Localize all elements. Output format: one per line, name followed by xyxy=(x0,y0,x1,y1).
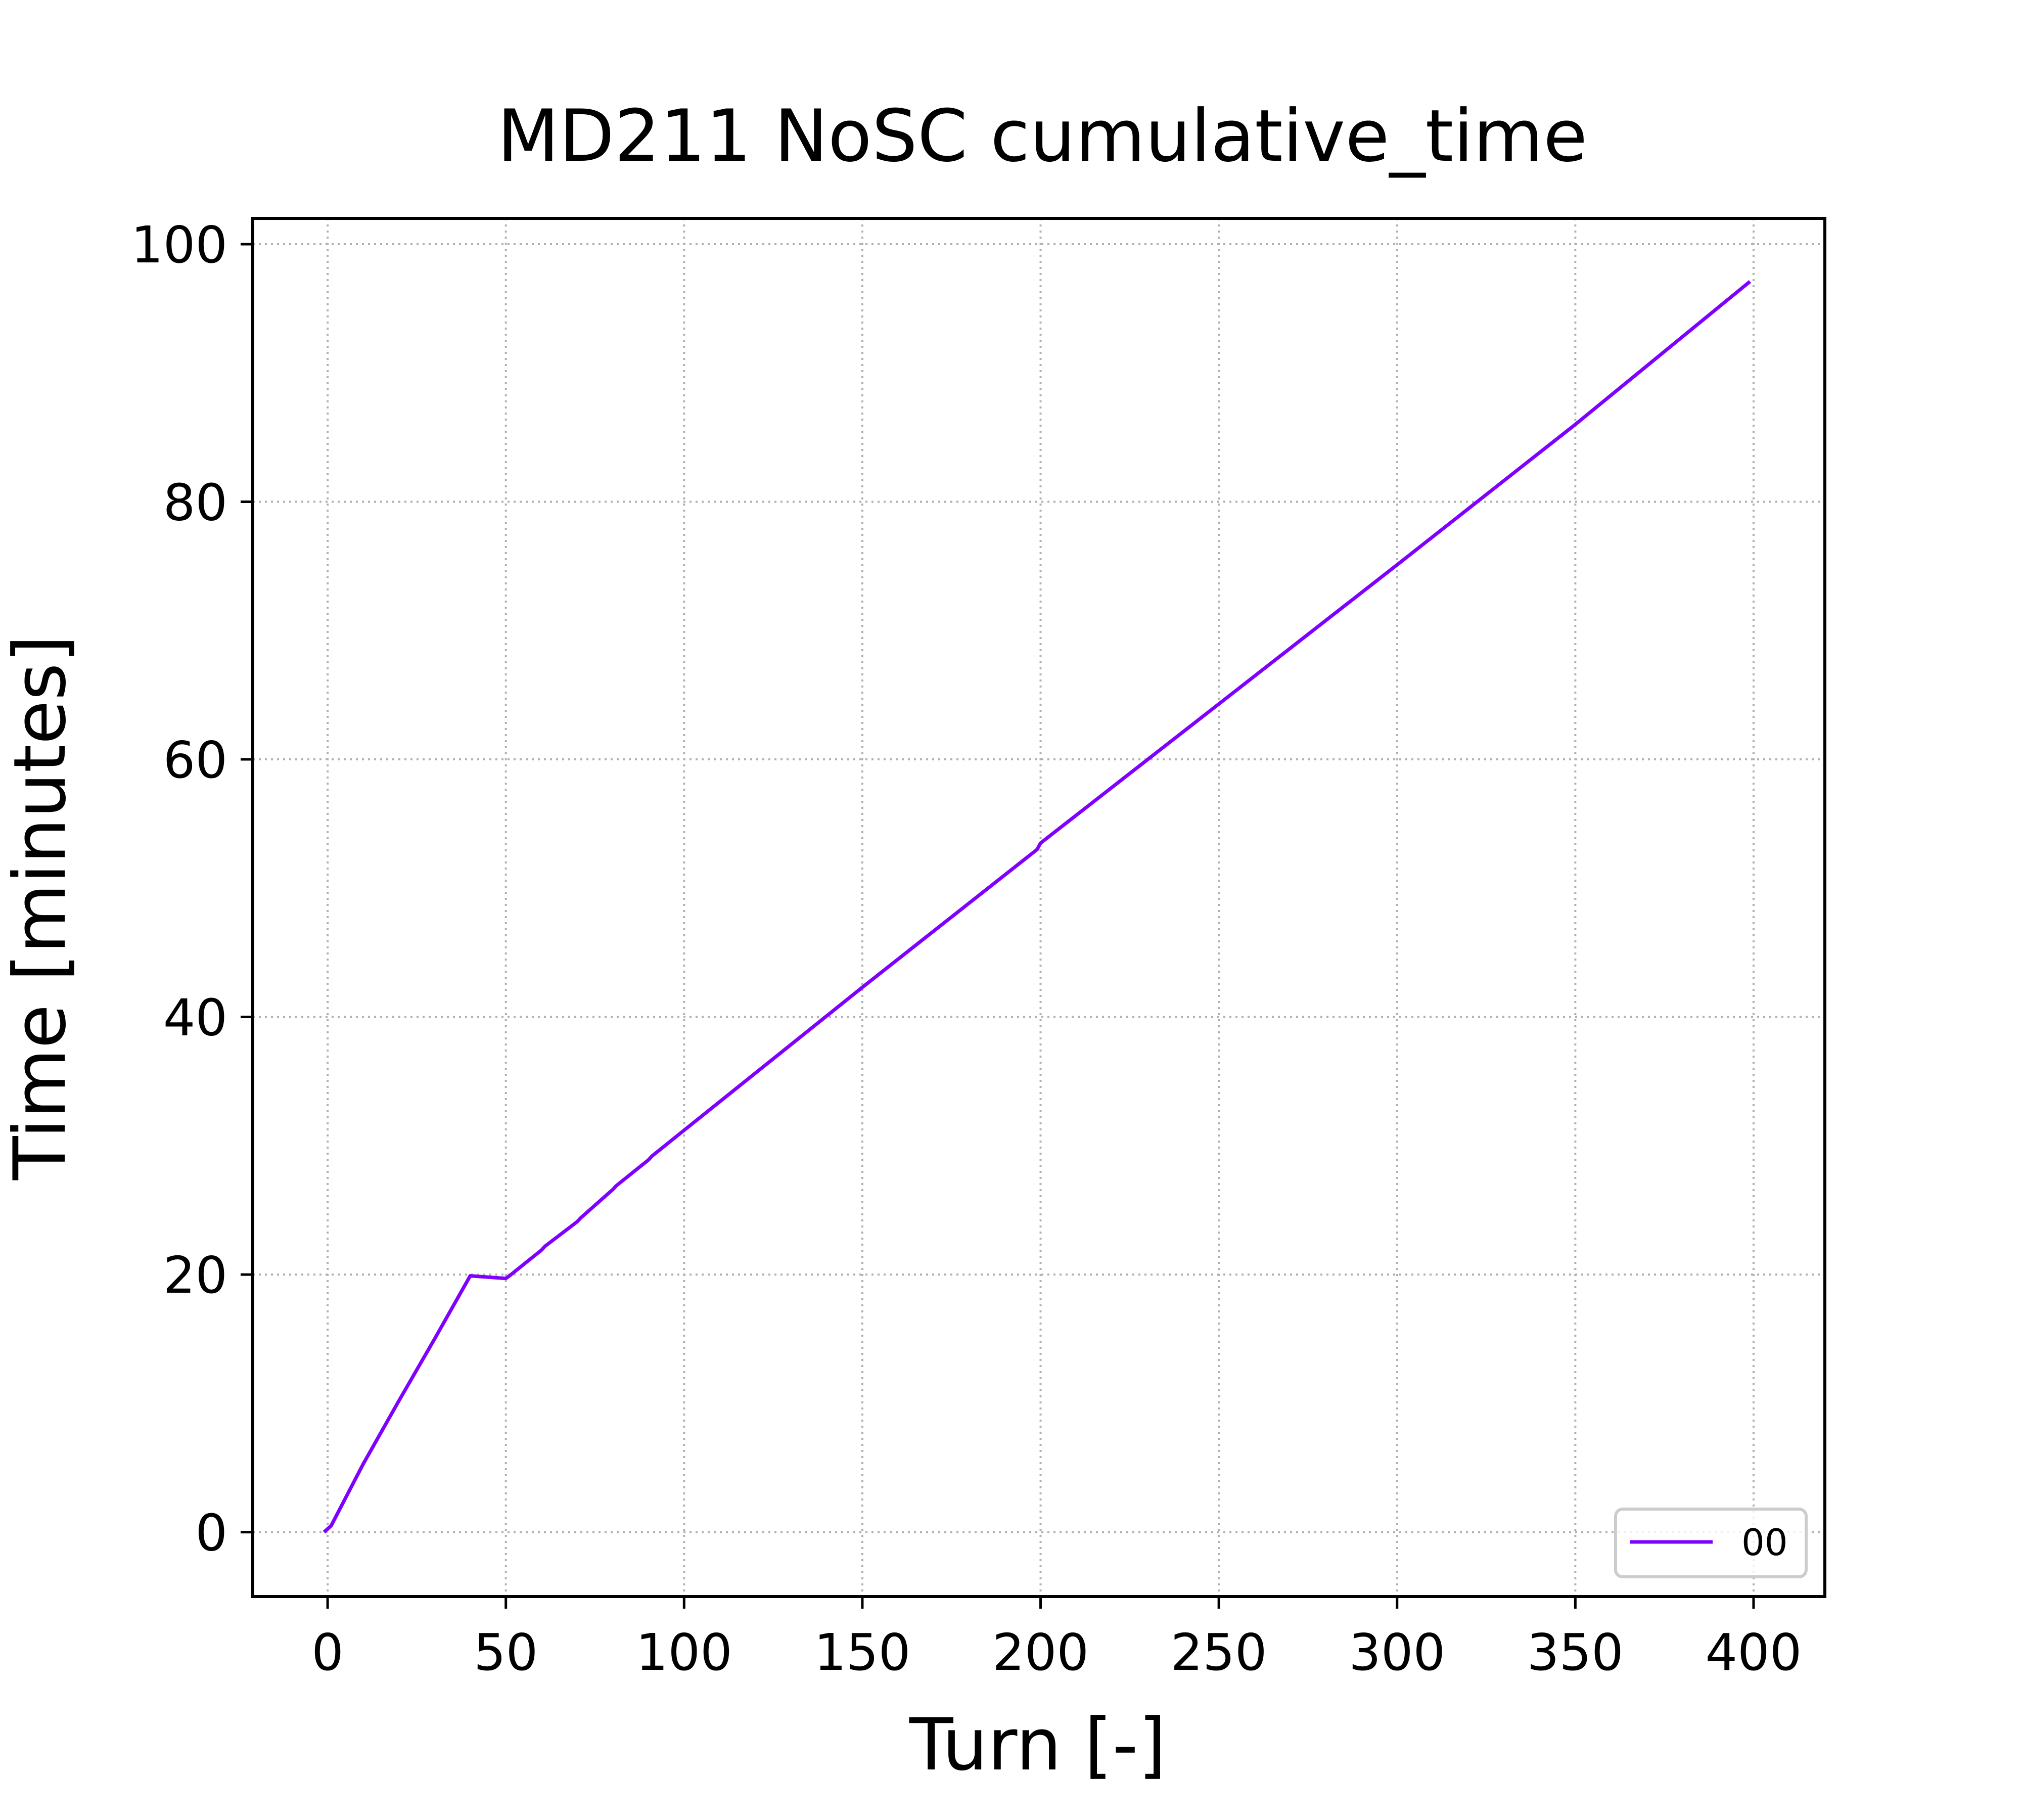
series-layer xyxy=(323,280,1752,1534)
chart-title: MD211 NoSC cumulative_time xyxy=(497,95,1588,178)
axes-frame xyxy=(251,217,1826,1598)
y-tick-label: 20 xyxy=(163,1246,227,1305)
x-tick-label: 200 xyxy=(992,1623,1089,1682)
x-axis-ticks: 0 50 100 150 200 250 300 350 400 xyxy=(311,1597,1802,1682)
grid-lines xyxy=(253,218,1825,1597)
y-tick-label: 0 xyxy=(195,1504,227,1563)
y-tick-label: 100 xyxy=(131,215,227,275)
x-tick-label: 300 xyxy=(1349,1623,1445,1682)
plot-area: 0 50 100 150 200 250 300 350 400 0 20 40 60 80 100 xyxy=(131,215,1826,1682)
x-tick-label: 50 xyxy=(474,1623,538,1682)
x-tick-label: 400 xyxy=(1706,1623,1802,1682)
y-tick-label: 40 xyxy=(163,988,227,1048)
y-axis-ticks: 0 20 40 60 80 100 xyxy=(131,215,253,1563)
series-line-00 xyxy=(323,280,1752,1534)
y-tick-label: 60 xyxy=(163,731,227,790)
x-tick-label: 250 xyxy=(1171,1623,1267,1682)
x-tick-label: 100 xyxy=(636,1623,732,1682)
legend: 00 xyxy=(1614,1508,1808,1578)
x-axis-label: Turn [-] xyxy=(909,1703,1166,1787)
y-axis-label: Time [minutes] xyxy=(0,635,82,1180)
legend-label-00: 00 xyxy=(1741,1521,1788,1564)
x-tick-label: 0 xyxy=(311,1623,344,1682)
x-tick-label: 350 xyxy=(1527,1623,1624,1682)
y-tick-label: 80 xyxy=(163,473,227,532)
x-tick-label: 150 xyxy=(814,1623,910,1682)
